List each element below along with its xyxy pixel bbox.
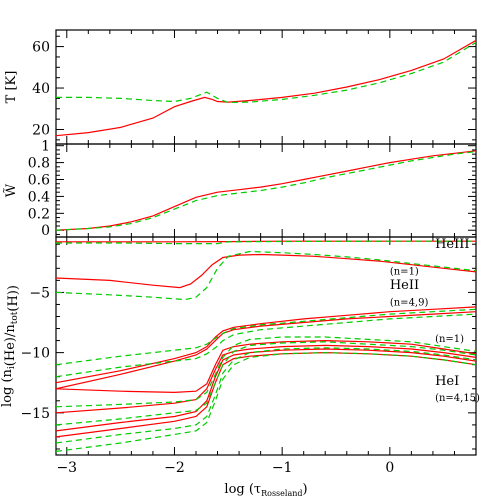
panel-frame <box>55 29 477 145</box>
red-series-line <box>56 240 476 243</box>
series-annotation: HeI <box>435 374 459 389</box>
red-series-line <box>56 306 476 384</box>
green-series-line <box>56 308 476 366</box>
red-series-line <box>56 253 476 289</box>
y-tick-label: 20 <box>32 122 50 138</box>
x-axis: −3 −2 −1 0 log (τRosseland) <box>56 460 394 498</box>
panel-frame <box>55 236 477 456</box>
series-annotation: (n=4,15) <box>435 393 480 404</box>
y-axis-label: T [K] <box>4 71 19 104</box>
green-series-line <box>56 240 476 245</box>
green-series-line <box>56 151 476 231</box>
green-series-line <box>56 347 476 444</box>
red-series-line <box>56 339 476 394</box>
red-series-line <box>56 39 476 137</box>
x-tick-label: −2 <box>164 460 185 476</box>
series-annotation: HeIII <box>435 237 469 252</box>
y-tick-label: 0.2 <box>28 206 50 222</box>
y-tick-label: −15 <box>20 406 50 422</box>
y-tick-label: 0.6 <box>28 173 50 189</box>
y-tick-label: 60 <box>32 40 50 56</box>
green-series-line <box>56 351 476 452</box>
x-tick-label: −3 <box>56 460 77 476</box>
x-tick-label: −1 <box>272 460 293 476</box>
panel-frame <box>55 143 477 238</box>
w-panel: 00.20.40.60.81 W̃ <box>3 139 477 239</box>
y-tick-label: −5 <box>29 285 50 301</box>
green-series-line <box>56 41 476 104</box>
green-series-line <box>56 313 476 378</box>
y-tick-label: 40 <box>32 81 50 97</box>
y-tick-label: 0 <box>41 223 50 239</box>
y-tick-label: 0.4 <box>28 189 50 205</box>
y-tick-label: −10 <box>20 346 50 362</box>
x-tick-label: 0 <box>385 460 394 476</box>
temperature-panel: 20 40 60 T [K] <box>4 29 477 145</box>
red-series-line <box>56 351 476 438</box>
series-annotation: (n=1) <box>435 334 464 345</box>
green-series-line <box>56 250 476 301</box>
x-axis-label: log (τRosseland) <box>224 482 307 498</box>
series-annotation: (n=1) <box>390 266 419 277</box>
y-tick-label: 0.8 <box>28 156 50 172</box>
red-series-line <box>56 348 476 432</box>
series-annotation: (n=4,9) <box>390 298 429 309</box>
green-series-line <box>56 341 476 426</box>
red-series-line <box>56 150 476 231</box>
y-axis-label: W̃ <box>3 183 19 197</box>
y-axis-label: log (ni(He)/ntot(H)) <box>0 285 21 407</box>
series-annotation: HeII <box>390 278 419 293</box>
y-tick-label: 1 <box>41 139 50 155</box>
green-series-line <box>56 336 476 408</box>
